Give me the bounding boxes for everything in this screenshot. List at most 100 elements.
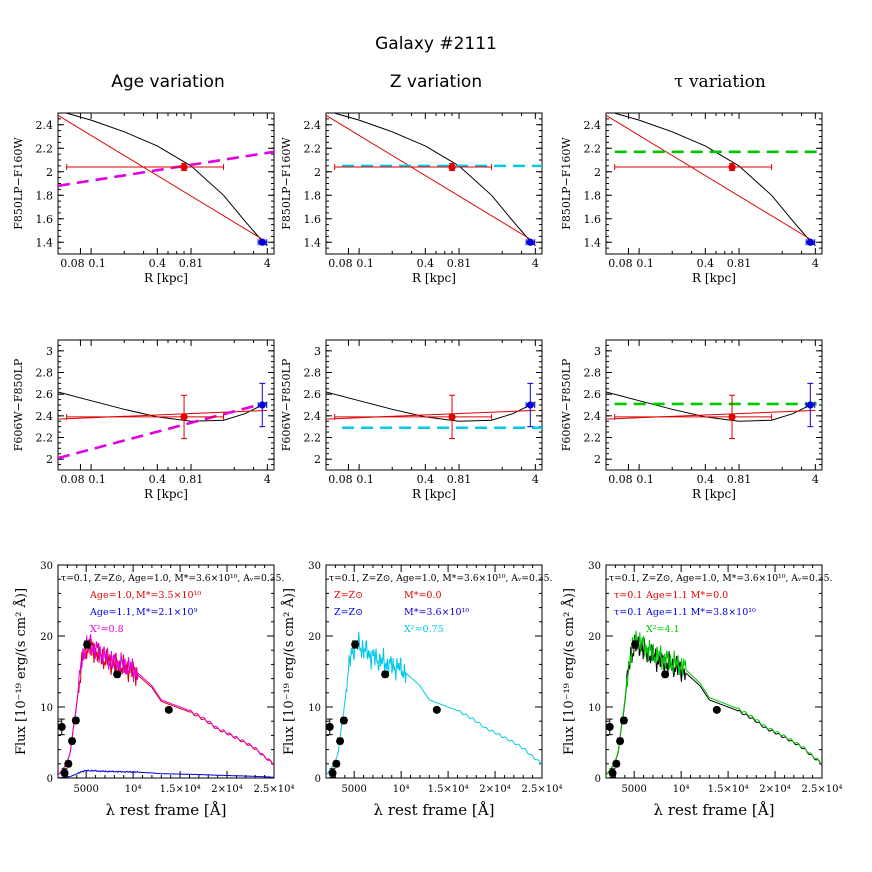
photometry-point bbox=[71, 716, 80, 725]
plot-area bbox=[606, 630, 822, 778]
panel-sed-z: 0 10 20 30 5000 10⁴ 1.5×10⁴ 2×10⁴ 2.5×10⁴ λ rest … bbox=[281, 561, 563, 819]
photometry-point bbox=[68, 737, 77, 746]
y-tick-label: 2.4 bbox=[36, 410, 54, 423]
x-tick-label: 0.4 bbox=[417, 257, 435, 270]
x-tick-label: 0.4 bbox=[149, 473, 167, 486]
model-curve bbox=[326, 391, 536, 422]
y-axis-label: Flux [10⁻¹⁹ erg/(s cm² Å)] bbox=[281, 588, 297, 755]
x-tick-label: 2×10⁴ bbox=[479, 784, 510, 795]
x-axis-label: R [kpc] bbox=[412, 487, 456, 501]
panel-sed-age: 0 10 20 30 5000 10⁴ 1.5×10⁴ 2×10⁴ 2.5×10⁴ λ rest … bbox=[13, 561, 295, 819]
y-tick-label: 30 bbox=[588, 561, 601, 572]
y-tick-label: 2.6 bbox=[304, 388, 322, 401]
photometry-point bbox=[661, 670, 670, 679]
y-tick-label: 2.4 bbox=[304, 410, 322, 423]
photometry-point bbox=[339, 716, 348, 725]
photometry-point bbox=[616, 737, 625, 746]
y-axis-label: F850LP−F160W bbox=[560, 137, 573, 230]
y-tick-label: 2.8 bbox=[304, 367, 322, 380]
panel-1-age: 2 2.2 2.4 2.6 2.8 3 0.08 0.1 0.4 0.81 4 R [kpc] F606… bbox=[12, 339, 275, 501]
x-tick-label: 4 bbox=[264, 257, 271, 270]
y-tick-label: 3 bbox=[314, 345, 321, 358]
x-tick-label: 10⁴ bbox=[393, 784, 410, 795]
x-tick-label: 1.5×10⁴ bbox=[428, 784, 469, 795]
plot-frame bbox=[605, 112, 823, 255]
plot-frame bbox=[325, 339, 543, 471]
photometry-point bbox=[113, 670, 122, 679]
figure-title: Galaxy #2111 bbox=[375, 34, 497, 54]
model-label: X²=4.1 bbox=[646, 624, 680, 635]
gradient-fit-line bbox=[606, 114, 816, 243]
x-tick-label: 1.5×10⁴ bbox=[160, 784, 201, 795]
x-tick-label: 0.81 bbox=[447, 473, 472, 486]
y-tick-label: 2.2 bbox=[304, 432, 322, 445]
x-tick-label: 2.5×10⁴ bbox=[521, 784, 562, 795]
y-tick-label: 1.6 bbox=[36, 213, 54, 226]
x-tick-label: 4 bbox=[532, 473, 539, 486]
model-label: Age=1.0, bbox=[89, 590, 135, 601]
model-spectrum bbox=[58, 634, 274, 776]
x-axis-label: R [kpc] bbox=[144, 271, 188, 285]
plot-frame bbox=[57, 564, 275, 779]
y-tick-label: 2.6 bbox=[584, 388, 602, 401]
panel-1-tau: 2 2.2 2.4 2.6 2.8 3 0.08 0.1 0.4 0.81 4 R [kpc] F606… bbox=[560, 339, 823, 501]
y-tick-label: 2.4 bbox=[36, 119, 54, 132]
x-tick-label: 0.4 bbox=[149, 257, 167, 270]
panel-sed-tau: 0 10 20 30 5000 10⁴ 1.5×10⁴ 2×10⁴ 2.5×10⁴ λ rest … bbox=[561, 561, 843, 819]
x-tick-label: 0.1 bbox=[356, 257, 374, 270]
x-tick-label: 0.81 bbox=[727, 257, 752, 270]
model-label: Age=1.1 M*=0.0 bbox=[645, 590, 728, 601]
model-curve bbox=[58, 391, 268, 422]
x-axis-label: λ rest frame [Å] bbox=[106, 801, 227, 819]
model-curve bbox=[612, 113, 816, 247]
panel-0-tau: 1.4 1.6 1.8 2 2.2 2.4 0.08 0.1 0.4 0.81 4 R [kpc] F8… bbox=[560, 112, 823, 285]
photometry-point bbox=[60, 769, 69, 778]
plot-frame bbox=[57, 112, 275, 255]
gradient-fit-line bbox=[606, 409, 816, 420]
model-label: τ=0.1 bbox=[614, 590, 642, 601]
x-tick-label: 0.08 bbox=[328, 473, 353, 486]
plot-area bbox=[606, 113, 822, 247]
x-tick-label: 5000 bbox=[621, 784, 646, 795]
column-heading-age: Age variation bbox=[111, 72, 224, 92]
y-tick-label: 2.4 bbox=[584, 119, 602, 132]
y-tick-label: 2 bbox=[314, 166, 321, 179]
y-tick-label: 1.4 bbox=[36, 236, 54, 249]
x-tick-label: 4 bbox=[812, 257, 819, 270]
y-tick-label: 20 bbox=[588, 632, 601, 643]
x-tick-label: 2.5×10⁴ bbox=[253, 784, 294, 795]
y-tick-label: 2.8 bbox=[584, 367, 602, 380]
x-axis-label: R [kpc] bbox=[692, 271, 736, 285]
y-tick-label: 30 bbox=[308, 561, 321, 572]
best-fit-label: τ=0.1, Z=Z⊙, Age=1.0, M*=3.6×10¹⁰, Aᵥ=0.… bbox=[609, 573, 832, 584]
y-tick-label: 3 bbox=[46, 345, 53, 358]
y-tick-label: 0 bbox=[595, 774, 601, 785]
panel-0-z: 1.4 1.6 1.8 2 2.2 2.4 0.08 0.1 0.4 0.81 4 R [kpc] F8… bbox=[280, 112, 543, 285]
plot-frame bbox=[325, 112, 543, 255]
gradient-fit-line bbox=[326, 114, 536, 243]
y-axis-label: Flux [10⁻¹⁹ erg/(s cm² Å)] bbox=[13, 588, 29, 755]
y-tick-label: 1.6 bbox=[584, 213, 602, 226]
obs-point bbox=[728, 413, 736, 421]
obs-point bbox=[526, 238, 534, 246]
x-tick-label: 0.4 bbox=[697, 473, 715, 486]
y-tick-label: 10 bbox=[308, 703, 321, 714]
x-tick-label: 0.08 bbox=[328, 257, 353, 270]
x-tick-label: 0.1 bbox=[88, 473, 106, 486]
model-label: τ=0.1 bbox=[614, 607, 642, 618]
y-axis-label: F606W−F850LP bbox=[560, 358, 573, 451]
photometry-point bbox=[612, 759, 621, 768]
y-tick-label: 2 bbox=[314, 453, 321, 466]
photometry-point bbox=[381, 670, 390, 679]
y-tick-label: 2.6 bbox=[36, 388, 54, 401]
x-tick-label: 0.81 bbox=[179, 257, 204, 270]
y-tick-label: 2.2 bbox=[584, 432, 602, 445]
y-tick-label: 10 bbox=[40, 703, 53, 714]
y-tick-label: 2 bbox=[46, 166, 53, 179]
obs-point bbox=[526, 401, 534, 409]
photometry-point bbox=[164, 705, 173, 714]
variation-dashed-line bbox=[58, 402, 263, 460]
obs-point bbox=[180, 413, 188, 421]
x-axis-label: R [kpc] bbox=[144, 487, 188, 501]
